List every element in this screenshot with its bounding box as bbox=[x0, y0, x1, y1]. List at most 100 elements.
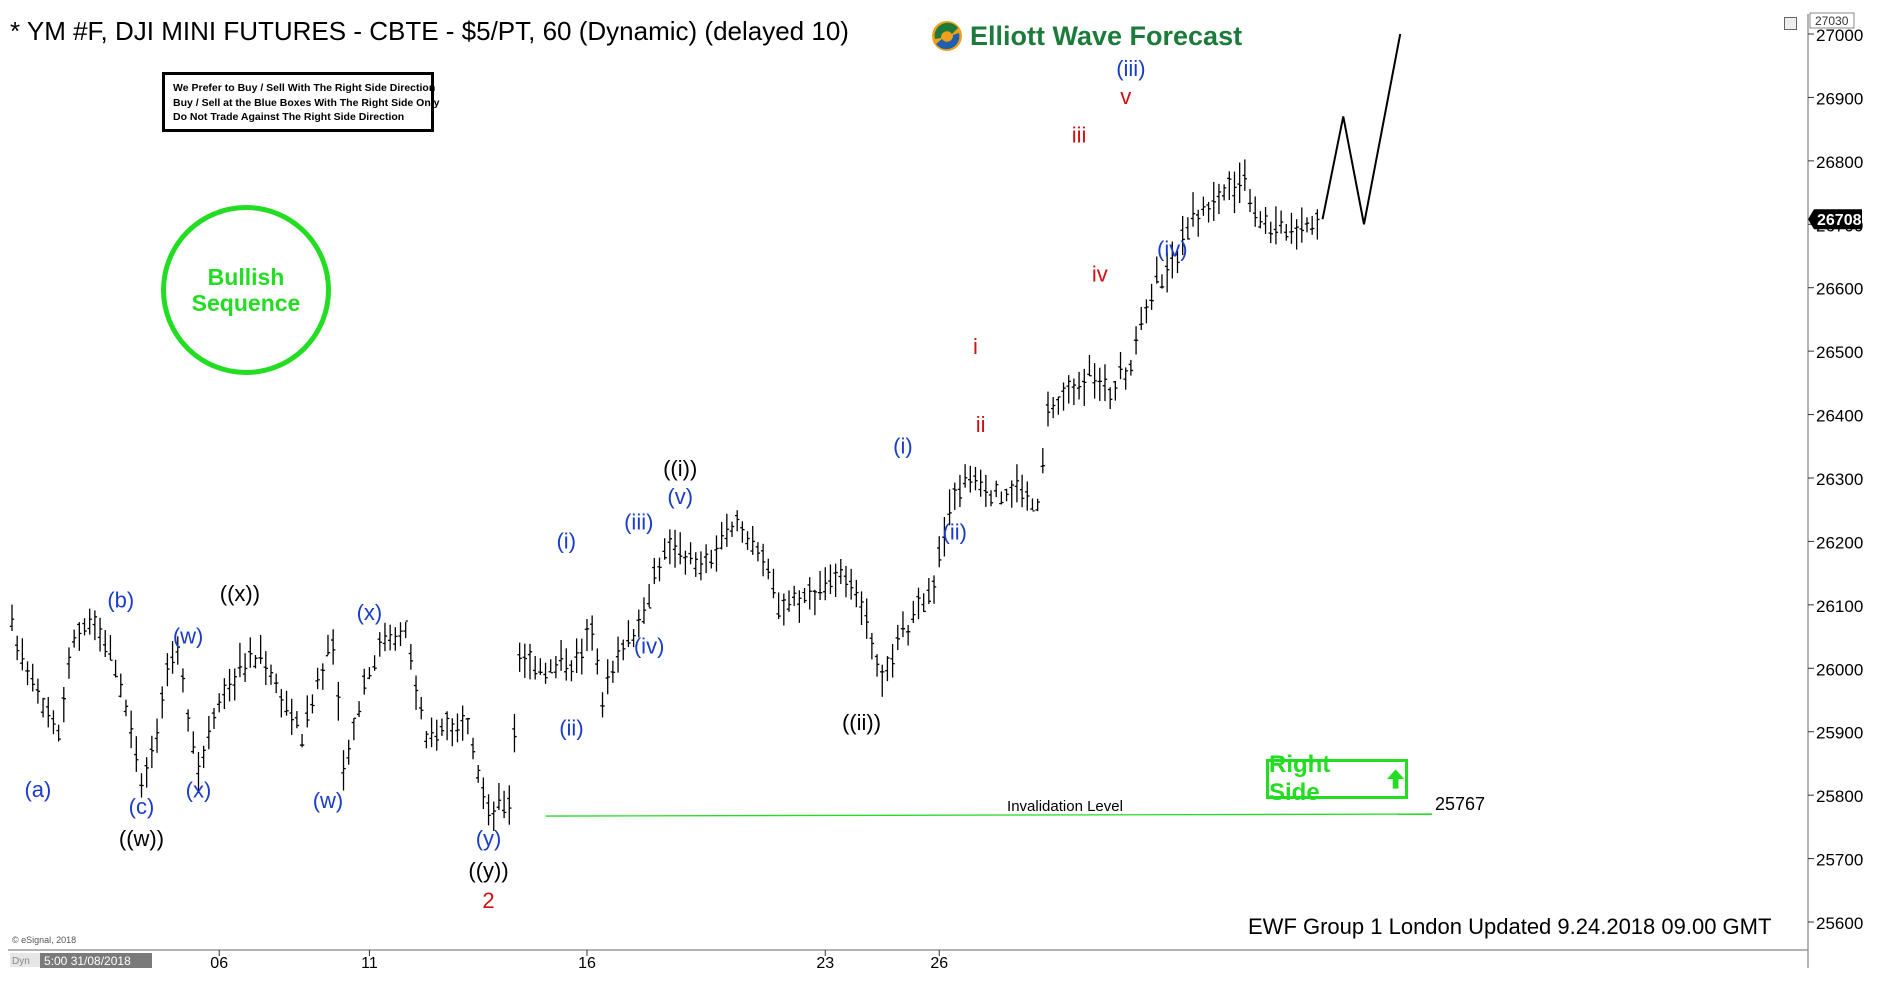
price-bar bbox=[222, 678, 227, 710]
price-bar bbox=[336, 681, 341, 721]
price-bar bbox=[962, 464, 968, 488]
price-bar bbox=[1253, 196, 1258, 227]
price-bar bbox=[346, 739, 351, 765]
price-bar bbox=[621, 639, 626, 661]
price-bar bbox=[1315, 209, 1320, 240]
price-bar bbox=[434, 719, 439, 751]
price-bar bbox=[703, 544, 709, 574]
price-bar bbox=[165, 653, 170, 687]
price-bar bbox=[595, 648, 600, 675]
price-bar bbox=[1299, 207, 1305, 243]
price-bar bbox=[175, 636, 180, 665]
price-bar bbox=[470, 737, 476, 760]
price-bar bbox=[160, 686, 165, 719]
price-bar bbox=[1071, 378, 1077, 406]
price-bar bbox=[817, 570, 823, 600]
wave-label: i bbox=[973, 334, 978, 359]
price-bar bbox=[279, 688, 284, 718]
price-bar bbox=[1206, 201, 1211, 223]
price-bar bbox=[465, 717, 471, 735]
wave-label: (ii) bbox=[559, 716, 583, 741]
price-bar bbox=[931, 575, 937, 604]
price-bar bbox=[1263, 206, 1268, 234]
price-bar bbox=[760, 543, 766, 577]
price-bar bbox=[191, 731, 196, 754]
price-bar bbox=[139, 773, 144, 798]
y-top-label: 27030 bbox=[1815, 14, 1849, 28]
dyn-tag bbox=[10, 953, 40, 967]
price-bar bbox=[444, 711, 450, 741]
price-bar bbox=[398, 622, 403, 647]
price-bar bbox=[579, 638, 584, 675]
price-bar bbox=[1102, 364, 1108, 402]
price-bar bbox=[672, 529, 678, 568]
y-tick-label: 26800 bbox=[1816, 153, 1863, 172]
price-bar bbox=[1087, 354, 1092, 377]
chart-title: * YM #F, DJI MINI FUTURES - CBTE - $5/PT… bbox=[10, 16, 849, 46]
price-bar bbox=[82, 618, 87, 636]
price-bar bbox=[170, 641, 175, 674]
wave-labels: (a) (b) (c) ((w)) (w) (x) ((x)) (w) (x) (y) ((y)) 2… bbox=[24, 56, 1187, 913]
price-bar bbox=[507, 785, 512, 825]
price-bar bbox=[372, 655, 377, 671]
price-bar bbox=[1164, 252, 1170, 293]
price-bar bbox=[921, 593, 926, 613]
price-bar bbox=[450, 718, 455, 747]
price-bar bbox=[740, 521, 745, 543]
price-bar bbox=[486, 794, 491, 826]
price-bar bbox=[1278, 210, 1284, 234]
badge-line-2: Sequence bbox=[191, 290, 301, 316]
price-bar bbox=[1133, 326, 1139, 355]
price-bar bbox=[833, 563, 838, 597]
price-bar bbox=[305, 695, 310, 728]
price-bar bbox=[848, 568, 854, 600]
price-bar bbox=[574, 638, 579, 674]
price-bar bbox=[646, 583, 652, 609]
price-bar bbox=[1211, 181, 1216, 221]
x-tick-label: 11 bbox=[361, 955, 378, 972]
price-bar bbox=[978, 469, 983, 497]
price-bar bbox=[776, 592, 781, 620]
price-bar bbox=[424, 731, 429, 749]
price-bar bbox=[558, 640, 564, 671]
price-bar bbox=[854, 579, 859, 608]
price-bar bbox=[87, 608, 92, 635]
price-bar bbox=[584, 619, 590, 652]
wave-label: 2 bbox=[482, 888, 494, 913]
y-tick-label: 25900 bbox=[1816, 724, 1863, 743]
price-bar bbox=[564, 648, 569, 681]
price-bar bbox=[880, 664, 885, 697]
price-bar bbox=[1045, 391, 1051, 427]
dyn-label: Dyn bbox=[12, 956, 30, 967]
price-bar bbox=[97, 617, 103, 652]
price-bar bbox=[1035, 498, 1040, 512]
y-tick-label: 26900 bbox=[1816, 89, 1863, 108]
price-bar bbox=[791, 585, 797, 606]
price-bars bbox=[9, 159, 1320, 831]
price-bar bbox=[439, 718, 445, 736]
price-bar bbox=[1128, 359, 1134, 376]
y-tick-label: 25800 bbox=[1816, 787, 1863, 806]
price-bar bbox=[128, 710, 134, 749]
price-bar bbox=[25, 661, 30, 686]
price-bar bbox=[698, 551, 704, 581]
price-bar bbox=[952, 482, 957, 510]
price-bar bbox=[781, 593, 787, 626]
price-bar bbox=[812, 589, 818, 616]
price-bar bbox=[429, 717, 434, 748]
wave-label: (y) bbox=[476, 826, 502, 851]
price-bar bbox=[527, 643, 533, 680]
price-bar bbox=[367, 667, 372, 680]
price-bar bbox=[947, 489, 952, 526]
price-bar bbox=[1196, 209, 1201, 237]
price-bar bbox=[1025, 481, 1030, 511]
price-bar bbox=[1309, 215, 1315, 235]
price-bar bbox=[1159, 274, 1165, 289]
price-bar bbox=[1221, 184, 1227, 201]
price-bar bbox=[512, 713, 517, 753]
price-bar bbox=[46, 697, 51, 728]
y-tick-label: 26100 bbox=[1816, 597, 1863, 616]
price-bar bbox=[123, 699, 129, 717]
restore-window-button[interactable] bbox=[1784, 17, 1797, 30]
